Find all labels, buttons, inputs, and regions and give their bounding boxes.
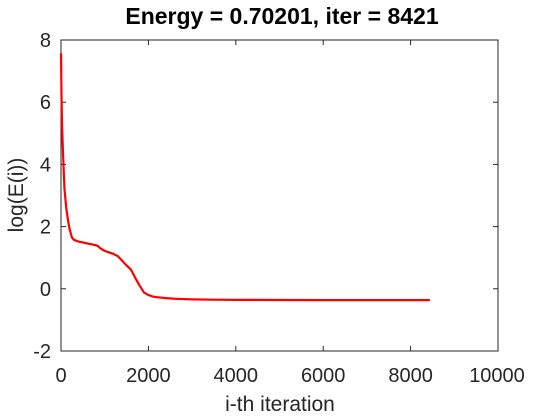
y-axis-ticks: -2 0 2 4 6 8 (33, 30, 498, 363)
series-line-energy (59, 52, 431, 302)
y-tick-label: 0 (40, 279, 51, 301)
x-axis-label: i-th iteration (225, 393, 335, 416)
y-tick-label: 6 (40, 92, 51, 114)
y-tick-label: 2 (40, 217, 51, 239)
y-tick-label: 4 (40, 154, 51, 176)
x-tick-label: 8000 (388, 365, 433, 387)
plot-area (60, 39, 499, 352)
chart-title: Energy = 0.70201, iter = 8421 (125, 3, 438, 29)
x-tick-label: 4000 (214, 365, 259, 387)
x-axis-ticks: 0 2000 4000 6000 8000 10000 (55, 40, 525, 387)
x-tick-label: 0 (55, 365, 66, 387)
x-tick-label: 6000 (301, 365, 346, 387)
y-tick-label: 8 (40, 30, 51, 52)
y-tick-label: -2 (33, 341, 51, 363)
x-tick-label: 2000 (126, 365, 171, 387)
x-tick-label: 10000 (469, 365, 525, 387)
y-axis-label: log(E(i)) (5, 158, 28, 233)
